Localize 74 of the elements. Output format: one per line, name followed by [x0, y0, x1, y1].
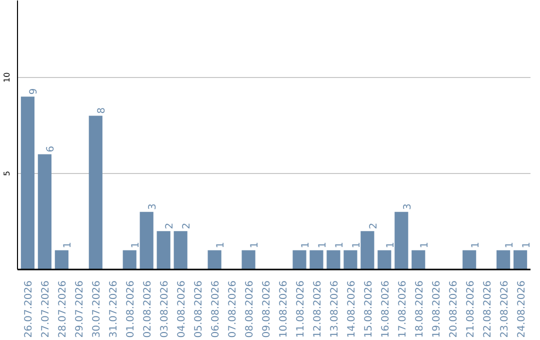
x-tick-label: 09.08.2026	[262, 280, 273, 338]
data-label: 8	[96, 107, 108, 114]
bar	[344, 250, 358, 270]
bar	[310, 250, 324, 270]
x-tick-label: 07.08.2026	[228, 280, 239, 338]
x-tick-label: 21.08.2026	[465, 280, 476, 338]
bar	[208, 250, 222, 270]
x-tick-label: 28.07.2026	[58, 280, 69, 338]
bar	[38, 154, 52, 270]
data-label: 1	[300, 242, 312, 248]
bar	[326, 250, 340, 270]
data-label: 1	[504, 242, 516, 248]
x-tick-label: 17.08.2026	[397, 280, 408, 338]
bar	[514, 250, 528, 270]
x-tick-label: 04.08.2026	[176, 280, 188, 338]
x-tick-label: 06.08.2026	[210, 280, 222, 338]
data-label: 2	[182, 222, 193, 230]
x-tick-label: 03.08.2026	[160, 280, 171, 338]
data-label: 1	[62, 242, 74, 248]
x-tick-label: 12.08.2026	[312, 280, 324, 338]
x-tick-label: 22.08.2026	[482, 280, 494, 338]
x-tick-label: 16.08.2026	[380, 280, 392, 338]
x-tick-label: 01.08.2026	[126, 280, 137, 338]
bar	[140, 212, 154, 270]
bar	[412, 250, 426, 270]
data-label: 1	[250, 242, 261, 248]
bar	[20, 96, 34, 270]
x-tick-label: 29.07.2026	[74, 280, 86, 338]
bar	[360, 231, 374, 270]
data-label: 1	[216, 242, 227, 248]
data-label: 1	[385, 242, 396, 248]
bar	[174, 231, 188, 270]
data-label: 1	[521, 242, 532, 248]
x-tick-label: 20.08.2026	[448, 280, 460, 338]
x-tick-label: 31.07.2026	[108, 280, 120, 338]
x-tick-label: 19.08.2026	[431, 280, 442, 338]
x-tick-label: 27.07.2026	[40, 280, 52, 338]
data-label: 1	[419, 242, 430, 248]
data-label: 6	[46, 146, 57, 152]
y-tick-label: 5	[2, 170, 12, 176]
bar	[462, 250, 476, 270]
bar	[242, 250, 256, 270]
bar	[496, 250, 510, 270]
data-label: 1	[317, 242, 328, 248]
x-tick-label: 05.08.2026	[194, 280, 205, 338]
bar	[292, 250, 306, 270]
x-tick-label: 11.08.2026	[295, 280, 306, 338]
x-tick-label: 08.08.2026	[244, 280, 256, 338]
bar	[378, 250, 392, 270]
data-label: 9	[28, 88, 40, 95]
x-tick-label: 14.08.2026	[346, 280, 358, 338]
data-label: 2	[368, 222, 380, 230]
x-tick-label: 23.08.2026	[499, 280, 510, 338]
bar	[54, 250, 68, 270]
data-label: 1	[130, 242, 142, 248]
data-label: 1	[470, 242, 482, 248]
data-label: 3	[402, 203, 414, 210]
data-label: 1	[334, 242, 346, 248]
bar	[88, 116, 102, 270]
data-label: 3	[148, 203, 159, 210]
x-tick-label: 13.08.2026	[329, 280, 340, 338]
y-tick-label: 10	[2, 72, 12, 82]
bar	[156, 231, 170, 270]
x-tick-label: 26.07.2026	[24, 280, 35, 338]
x-tick-label: 24.08.2026	[516, 280, 528, 338]
x-tick-label: 10.08.2026	[278, 280, 290, 338]
x-tick-label: 18.08.2026	[414, 280, 426, 338]
data-label: 2	[164, 222, 176, 230]
x-tick-label: 15.08.2026	[363, 280, 374, 338]
bar	[394, 212, 408, 270]
x-tick-label: 02.08.2026	[142, 280, 154, 338]
x-tick-label: 30.07.2026	[92, 280, 103, 338]
data-label: 1	[351, 242, 362, 248]
bar	[122, 250, 136, 270]
